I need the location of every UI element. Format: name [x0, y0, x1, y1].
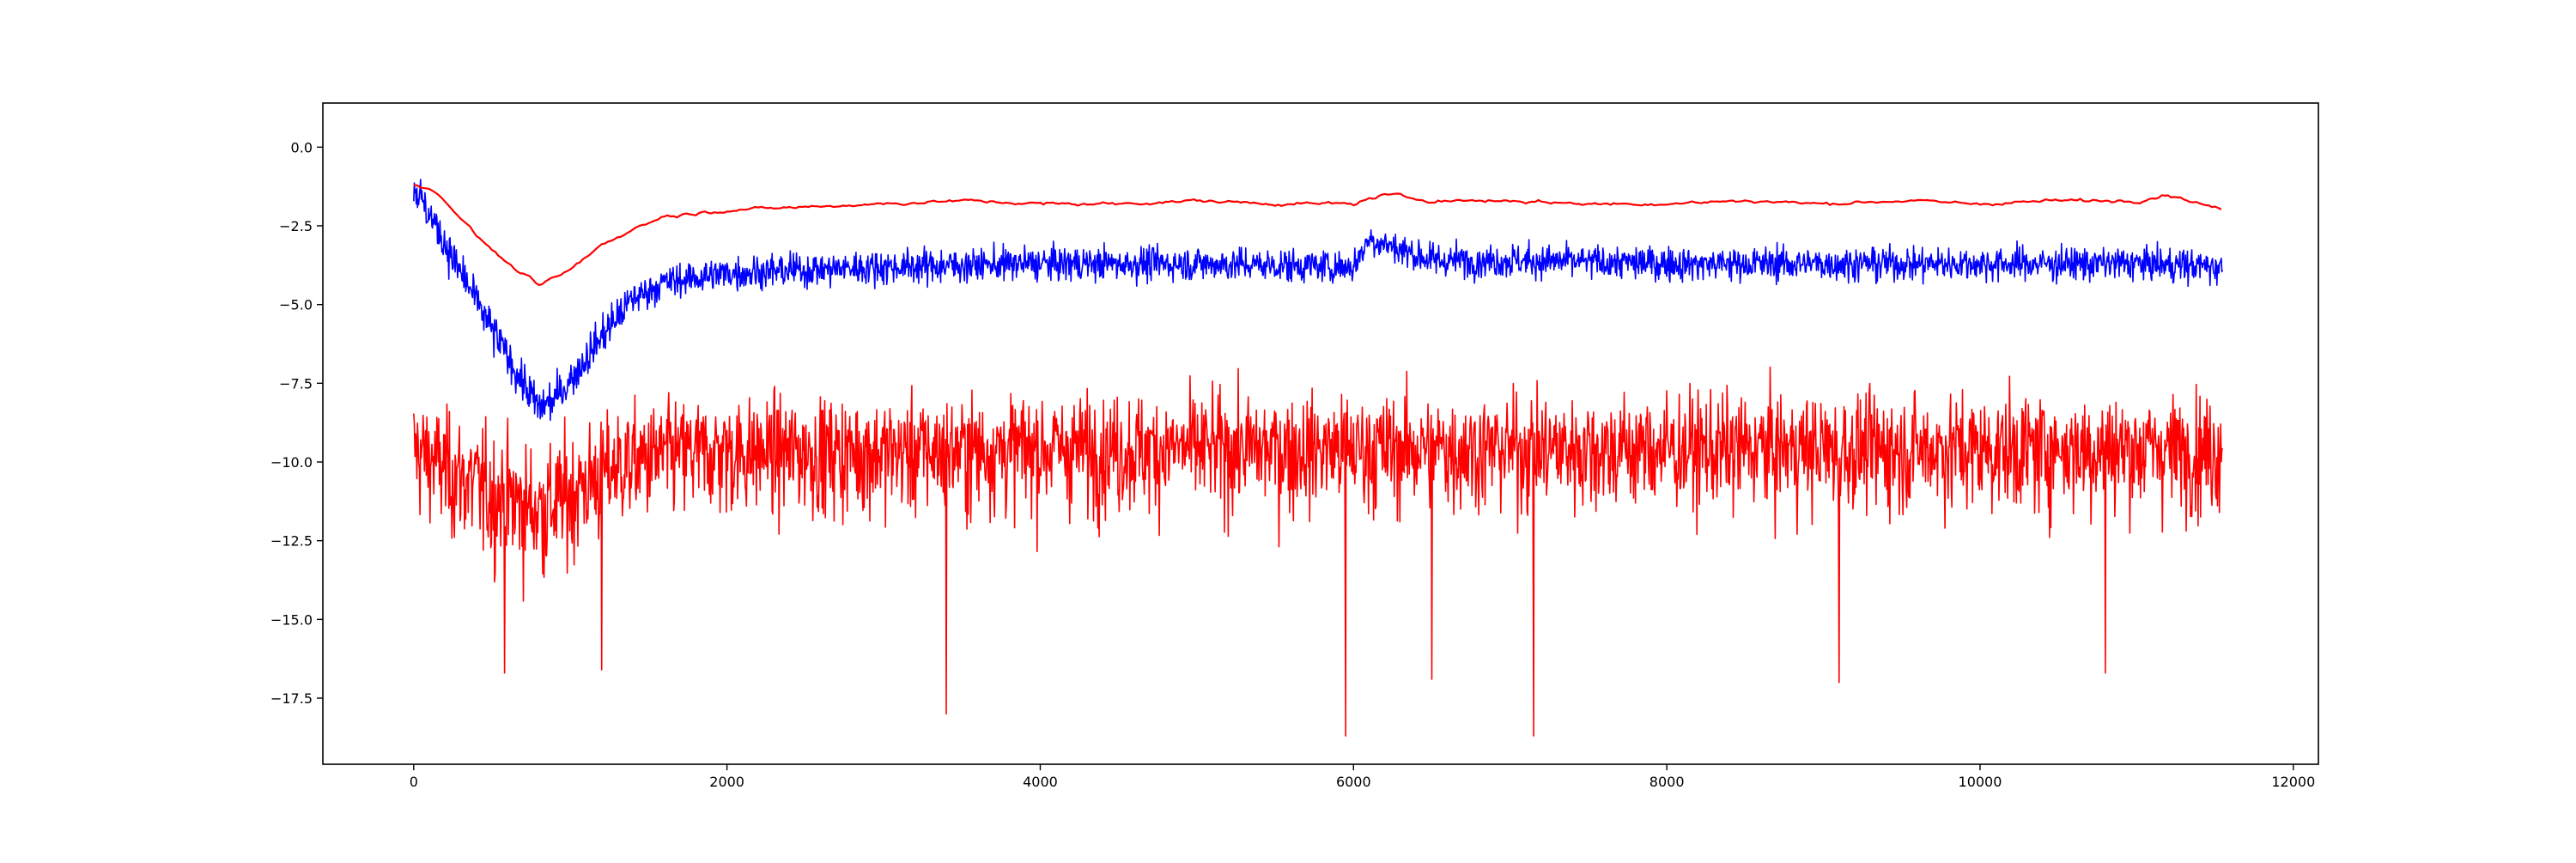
x-tick-label: 6000 [1336, 774, 1371, 790]
y-tick-label: 0.0 [291, 139, 313, 155]
x-tick-label: 8000 [1649, 774, 1685, 790]
series-line-1 [413, 179, 2224, 422]
y-tick-label: −7.5 [279, 375, 313, 392]
x-tick-label: 0 [410, 774, 418, 790]
y-tick-label: −12.5 [270, 533, 313, 550]
series-line-0 [413, 366, 2224, 737]
plot-frame [322, 102, 2319, 765]
y-tick-label: −10.0 [270, 454, 313, 471]
y-tick-label: −15.0 [270, 611, 313, 628]
x-tick-label: 2000 [709, 774, 744, 790]
series-layer [413, 179, 2224, 737]
series-line-2 [413, 184, 2222, 286]
y-tick-label: −2.5 [279, 218, 313, 234]
y-tick-label: −17.5 [270, 690, 313, 707]
x-tick-label: 10000 [1959, 774, 2002, 790]
x-tick-label: 12000 [2271, 774, 2315, 790]
x-tick-label: 4000 [1023, 774, 1058, 790]
y-tick-label: −5.0 [279, 297, 313, 313]
axes-layer: 0 2000 4000 6000 8000 10000 12000 0.0 −2.5 −5.0 −7… [270, 102, 2319, 790]
